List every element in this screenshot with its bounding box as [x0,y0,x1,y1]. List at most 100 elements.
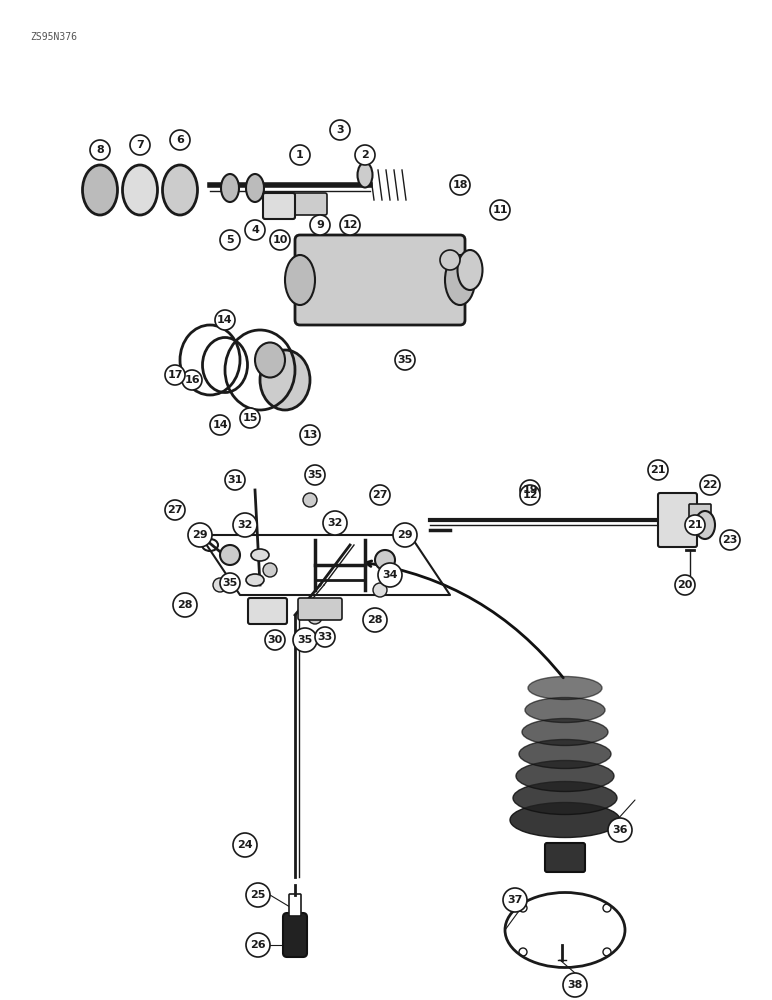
FancyBboxPatch shape [545,843,585,872]
Ellipse shape [285,255,315,305]
Circle shape [130,135,150,155]
Text: 38: 38 [567,980,583,990]
Text: 9: 9 [316,220,324,230]
Circle shape [300,425,320,445]
Circle shape [520,485,540,505]
Circle shape [450,175,470,195]
Text: 17: 17 [168,370,183,380]
Text: 6: 6 [176,135,184,145]
FancyBboxPatch shape [248,598,287,624]
Text: 22: 22 [703,480,718,490]
Text: 3: 3 [336,125,344,135]
Circle shape [440,250,460,270]
Text: 35: 35 [297,635,313,645]
Circle shape [220,545,240,565]
Circle shape [608,818,632,842]
Circle shape [675,575,695,595]
Circle shape [233,513,257,537]
Text: 8: 8 [96,145,104,155]
Circle shape [330,120,350,140]
Circle shape [648,460,668,480]
Circle shape [270,230,290,250]
Circle shape [246,933,270,957]
Text: 35: 35 [307,470,323,480]
Circle shape [340,215,360,235]
Circle shape [245,220,265,240]
Ellipse shape [510,802,620,838]
Circle shape [303,493,317,507]
Text: 16: 16 [185,375,200,385]
Text: 35: 35 [222,578,238,588]
Ellipse shape [162,165,198,215]
Text: 15: 15 [242,413,258,423]
Text: 36: 36 [612,825,628,835]
Text: 37: 37 [507,895,523,905]
Circle shape [323,511,347,535]
Text: 10: 10 [273,235,288,245]
Text: 21: 21 [650,465,665,475]
Ellipse shape [246,574,264,586]
Circle shape [165,365,185,385]
Text: 26: 26 [250,940,266,950]
Ellipse shape [522,718,608,746]
FancyBboxPatch shape [295,235,465,325]
Text: 4: 4 [251,225,259,235]
Circle shape [363,608,387,632]
Circle shape [720,530,740,550]
Circle shape [213,578,227,592]
FancyBboxPatch shape [298,598,342,620]
Text: 12: 12 [522,490,538,500]
Ellipse shape [357,162,373,188]
Circle shape [215,310,235,330]
FancyBboxPatch shape [263,193,295,219]
Circle shape [220,573,240,593]
Text: 32: 32 [237,520,252,530]
Circle shape [685,515,705,535]
Circle shape [182,370,202,390]
Circle shape [173,593,197,617]
Text: 29: 29 [192,530,208,540]
Circle shape [310,215,330,235]
Text: 31: 31 [227,475,242,485]
FancyBboxPatch shape [658,493,697,547]
Ellipse shape [458,250,482,290]
Ellipse shape [255,342,285,377]
Ellipse shape [445,255,475,305]
Text: 20: 20 [677,580,692,590]
Text: ZS95N376: ZS95N376 [30,32,77,42]
Ellipse shape [525,698,605,722]
Text: 28: 28 [178,600,193,610]
Circle shape [290,145,310,165]
Circle shape [520,480,540,500]
Text: 25: 25 [250,890,266,900]
Text: 30: 30 [267,635,283,645]
Circle shape [700,475,720,495]
Circle shape [165,500,185,520]
Circle shape [355,145,375,165]
Circle shape [265,630,285,650]
FancyBboxPatch shape [289,894,301,916]
Text: 1: 1 [296,150,304,160]
Text: 24: 24 [237,840,252,850]
Text: 7: 7 [136,140,144,150]
Circle shape [378,563,402,587]
Circle shape [263,563,277,577]
Text: 12: 12 [342,220,357,230]
Text: 19: 19 [522,485,538,495]
Circle shape [240,408,260,428]
Circle shape [315,627,335,647]
Circle shape [373,583,387,597]
Circle shape [308,610,322,624]
Text: 32: 32 [327,518,343,528]
Circle shape [220,230,240,250]
Text: 2: 2 [361,150,369,160]
Circle shape [210,415,230,435]
Circle shape [370,485,390,505]
FancyBboxPatch shape [689,504,711,521]
Ellipse shape [260,350,310,410]
Ellipse shape [221,174,239,202]
Text: 28: 28 [367,615,383,625]
Text: 5: 5 [226,235,234,245]
Text: 18: 18 [452,180,468,190]
Circle shape [170,130,190,150]
